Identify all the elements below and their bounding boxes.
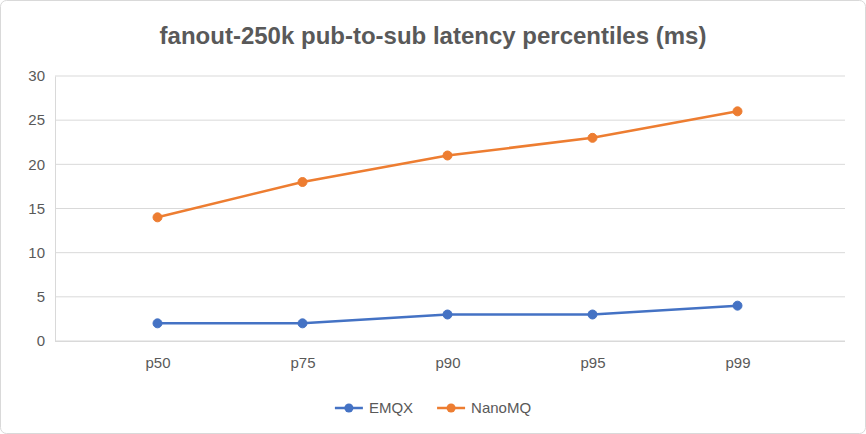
y-tick-label: 15 bbox=[28, 200, 45, 217]
series-point bbox=[588, 310, 597, 319]
legend: EMQX NanoMQ bbox=[335, 399, 531, 416]
x-tick-label: p90 bbox=[435, 354, 460, 371]
plot-area bbox=[153, 107, 742, 328]
legend-label: NanoMQ bbox=[471, 399, 531, 416]
x-tick-label: p95 bbox=[580, 354, 605, 371]
y-tick-label: 0 bbox=[37, 332, 45, 349]
legend-label: EMQX bbox=[369, 399, 413, 416]
legend-item: NanoMQ bbox=[437, 399, 531, 416]
series-point bbox=[153, 319, 162, 328]
y-tick-label: 30 bbox=[28, 67, 45, 84]
legend-item: EMQX bbox=[335, 399, 413, 416]
x-tick: p50 bbox=[145, 341, 170, 371]
y-tick: 5 bbox=[37, 288, 55, 305]
grid-line bbox=[55, 76, 845, 77]
y-tick-label: 20 bbox=[28, 156, 45, 173]
x-axis: p50 p75 p90 p95 p99 bbox=[55, 341, 845, 371]
series-point bbox=[733, 107, 742, 116]
y-tick: 25 bbox=[28, 111, 55, 128]
series-point bbox=[588, 133, 597, 142]
series-point bbox=[298, 178, 307, 187]
y-tick: 15 bbox=[28, 200, 55, 217]
series-point bbox=[298, 319, 307, 328]
y-tick: 10 bbox=[28, 244, 55, 261]
series-point bbox=[153, 213, 162, 222]
chart-title: fanout-250k pub-to-sub latency percentil… bbox=[160, 22, 707, 49]
series-line bbox=[158, 111, 738, 217]
series-point bbox=[443, 151, 452, 160]
y-axis-line bbox=[55, 77, 56, 342]
grid-line bbox=[55, 252, 845, 253]
y-tick-label: 25 bbox=[28, 111, 45, 128]
grid-line bbox=[55, 208, 845, 209]
x-tick: p75 bbox=[290, 341, 315, 371]
y-tick: 20 bbox=[28, 156, 55, 173]
series-line bbox=[158, 306, 738, 324]
x-tick-label: p75 bbox=[290, 354, 315, 371]
chart-frame bbox=[1, 1, 866, 434]
series-point bbox=[443, 310, 452, 319]
y-tick-label: 10 bbox=[28, 244, 45, 261]
x-tick-label: p99 bbox=[725, 354, 750, 371]
y-tick: 30 bbox=[28, 67, 55, 84]
y-tick: 0 bbox=[37, 332, 55, 349]
grid-line bbox=[55, 341, 845, 342]
grid-line bbox=[55, 296, 845, 297]
x-tick-label: p50 bbox=[145, 354, 170, 371]
x-axis-line bbox=[55, 341, 845, 342]
x-tick: p90 bbox=[435, 341, 460, 371]
y-tick-label: 5 bbox=[37, 288, 45, 305]
legend-marker bbox=[447, 404, 456, 413]
grid-line bbox=[55, 120, 845, 121]
x-tick: p99 bbox=[725, 341, 750, 371]
legend-marker bbox=[344, 404, 353, 413]
y-axis: 0 5 10 15 20 25 30 bbox=[28, 67, 55, 349]
x-tick: p95 bbox=[580, 341, 605, 371]
series-point bbox=[733, 301, 742, 310]
grid-line bbox=[55, 164, 845, 165]
grid bbox=[55, 76, 845, 341]
